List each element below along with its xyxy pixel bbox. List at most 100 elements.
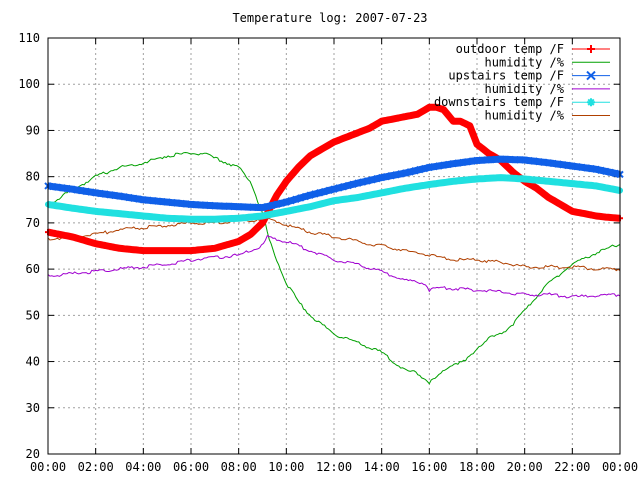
legend-label: humidity /% bbox=[485, 109, 565, 123]
data-point bbox=[350, 131, 357, 138]
y-tick-label: 80 bbox=[26, 170, 40, 184]
data-point bbox=[450, 178, 457, 185]
y-tick-label: 40 bbox=[26, 355, 40, 369]
data-point bbox=[488, 175, 495, 182]
data-point bbox=[278, 185, 285, 192]
data-point bbox=[464, 176, 471, 183]
plot-frame bbox=[47, 37, 621, 455]
data-point bbox=[421, 107, 428, 114]
legend-label: upstairs temp /F bbox=[448, 69, 564, 83]
data-point bbox=[87, 207, 94, 214]
data-point bbox=[316, 147, 323, 154]
legend-label: humidity /% bbox=[485, 82, 565, 96]
series-line bbox=[47, 151, 621, 385]
series-0 bbox=[45, 103, 623, 255]
data-point bbox=[431, 180, 438, 187]
data-point bbox=[326, 141, 333, 148]
legend-marker bbox=[587, 98, 595, 107]
data-point bbox=[474, 175, 480, 182]
data-point bbox=[440, 106, 447, 113]
data-point bbox=[202, 216, 209, 223]
data-point bbox=[68, 233, 75, 240]
data-point bbox=[221, 215, 228, 222]
y-tick-label: 20 bbox=[26, 447, 40, 461]
data-point bbox=[287, 196, 295, 205]
data-point bbox=[583, 181, 590, 188]
data-point bbox=[126, 211, 133, 218]
x-tick-label: 14:00 bbox=[364, 460, 400, 474]
series-line bbox=[47, 217, 621, 272]
data-point bbox=[326, 198, 333, 205]
data-point bbox=[397, 186, 404, 193]
data-point bbox=[292, 206, 299, 213]
data-point bbox=[364, 126, 371, 133]
data-point bbox=[188, 216, 194, 223]
data-point bbox=[350, 195, 357, 202]
data-point bbox=[140, 212, 147, 219]
data-point bbox=[302, 157, 309, 164]
data-point bbox=[435, 180, 442, 187]
series-line bbox=[47, 235, 621, 299]
data-point bbox=[412, 111, 419, 118]
data-point bbox=[296, 194, 305, 202]
y-tick-label: 50 bbox=[26, 308, 40, 322]
data-point bbox=[454, 118, 461, 125]
data-point bbox=[111, 210, 118, 217]
data-point bbox=[207, 216, 214, 223]
data-point bbox=[73, 205, 80, 212]
data-point bbox=[354, 129, 361, 136]
data-point bbox=[78, 236, 85, 243]
data-point bbox=[164, 215, 171, 222]
data-point bbox=[87, 239, 94, 246]
data-point bbox=[474, 141, 480, 148]
data-point bbox=[359, 193, 366, 200]
data-point bbox=[311, 202, 318, 209]
data-point bbox=[178, 215, 185, 222]
data-point bbox=[383, 188, 390, 195]
data-point bbox=[264, 212, 271, 219]
x-tick-label: 02:00 bbox=[78, 460, 114, 474]
data-point bbox=[597, 183, 604, 190]
data-point bbox=[288, 207, 295, 214]
data-point bbox=[183, 216, 190, 223]
data-point bbox=[535, 177, 542, 184]
x-tick-label: 16:00 bbox=[411, 460, 447, 474]
data-point bbox=[216, 216, 223, 223]
data-point bbox=[459, 119, 466, 126]
x-tick-label: 06:00 bbox=[173, 460, 209, 474]
data-point bbox=[92, 208, 99, 215]
data-point bbox=[373, 120, 380, 127]
data-point bbox=[574, 181, 581, 188]
data-point bbox=[254, 224, 261, 231]
data-point bbox=[345, 195, 352, 202]
data-point bbox=[149, 213, 156, 220]
data-point bbox=[345, 133, 352, 140]
series-3 bbox=[47, 235, 621, 299]
data-point bbox=[154, 214, 161, 221]
data-point bbox=[73, 235, 80, 242]
data-point bbox=[254, 213, 261, 220]
data-point bbox=[311, 150, 318, 157]
data-point bbox=[416, 183, 423, 190]
data-point bbox=[507, 166, 514, 173]
data-point bbox=[354, 194, 361, 201]
x-tick-label: 00:00 bbox=[602, 460, 638, 474]
data-point bbox=[168, 215, 175, 222]
data-point bbox=[369, 123, 376, 130]
x-tick-label: 10:00 bbox=[268, 460, 304, 474]
data-point bbox=[297, 162, 304, 169]
data-point bbox=[559, 179, 566, 186]
y-tick-label: 110 bbox=[18, 31, 40, 45]
data-point bbox=[340, 196, 347, 203]
data-point bbox=[607, 185, 614, 192]
data-point bbox=[173, 215, 180, 222]
data-point bbox=[331, 139, 337, 145]
data-point bbox=[335, 137, 342, 144]
data-point bbox=[292, 167, 299, 174]
data-point bbox=[378, 189, 385, 196]
data-point bbox=[278, 209, 285, 216]
data-point bbox=[407, 184, 414, 191]
data-point bbox=[531, 176, 538, 183]
data-point bbox=[230, 215, 237, 222]
